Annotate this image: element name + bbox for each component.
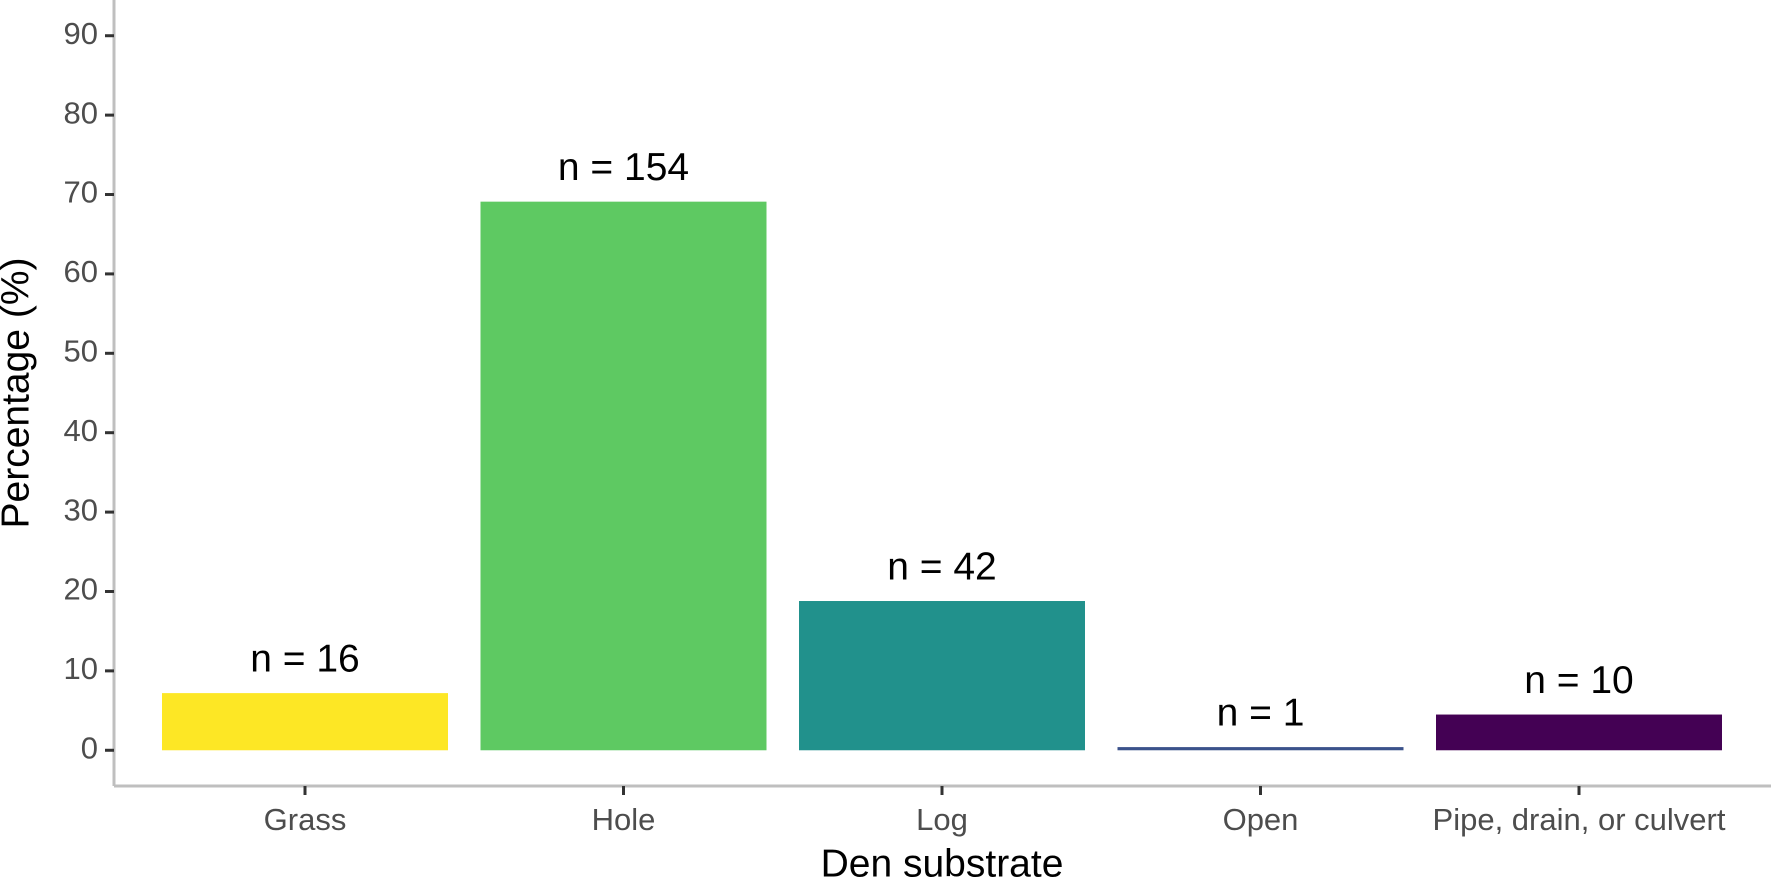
bar <box>1117 747 1404 751</box>
bar-label: n = 154 <box>558 146 689 189</box>
y-tick-label: 90 <box>64 16 98 51</box>
x-tick-label: Open <box>1223 802 1299 837</box>
bar <box>1436 714 1722 751</box>
x-tick-label: Hole <box>592 802 656 837</box>
bar <box>480 201 767 751</box>
y-axis-title: Percentage (%) <box>0 258 37 529</box>
x-axis-title: Den substrate <box>821 842 1064 885</box>
bar <box>799 601 1085 751</box>
bar-label: n = 42 <box>887 545 997 588</box>
bar <box>162 693 448 751</box>
y-tick-label: 0 <box>81 730 98 765</box>
y-tick-label: 60 <box>64 254 98 289</box>
y-tick-label: 80 <box>64 95 98 130</box>
bar-label: n = 10 <box>1524 659 1634 702</box>
y-tick-label: 70 <box>64 175 98 210</box>
x-tick-label: Log <box>916 802 968 837</box>
y-tick-label: 50 <box>64 333 98 368</box>
y-tick-label: 20 <box>64 572 98 607</box>
y-tick-label: 40 <box>64 413 98 448</box>
y-tick-label: 10 <box>64 651 98 686</box>
x-tick-label: Pipe, drain, or culvert <box>1433 802 1726 837</box>
bar-label: n = 1 <box>1217 691 1305 734</box>
bar-label: n = 16 <box>250 637 360 680</box>
y-tick-label: 30 <box>64 492 98 527</box>
x-tick-label: Grass <box>264 802 347 837</box>
